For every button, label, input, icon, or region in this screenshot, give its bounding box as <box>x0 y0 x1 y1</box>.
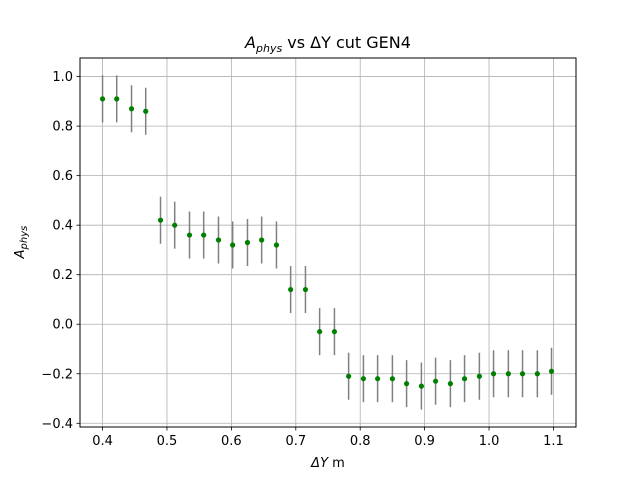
chart-title: Aphys vs ΔY cut GEN4 <box>244 33 411 55</box>
data-point <box>215 237 222 243</box>
data-point <box>447 381 453 387</box>
y-tick-label: −0.2 <box>41 367 73 382</box>
data-point <box>244 239 251 246</box>
chart-title-subscript: phys <box>255 42 282 55</box>
chart-title-rest: vs ΔY cut GEN4 <box>282 33 411 52</box>
data-point <box>534 371 540 377</box>
y-axis-title-subscript: phys <box>19 226 30 251</box>
data-point <box>346 373 352 379</box>
data-point <box>505 371 511 377</box>
data-point <box>418 383 425 389</box>
y-tick-label: 0.8 <box>52 120 73 135</box>
y-tick-label: 0.6 <box>52 169 73 184</box>
data-point <box>288 286 294 293</box>
x-axis-ticks: 0.4 0.5 0.6 0.7 0.8 0.9 1.0 1.1 <box>92 427 564 449</box>
data-point <box>157 217 164 223</box>
x-axis-title-rest: m <box>328 456 345 471</box>
data-point <box>128 106 135 112</box>
x-tick-label: 0.8 <box>350 434 371 449</box>
y-tick-label: −0.4 <box>41 417 73 432</box>
y-tick-label: 0.4 <box>52 219 73 234</box>
data-point <box>143 108 149 114</box>
data-point <box>317 329 323 335</box>
x-tick-label: 0.7 <box>285 434 306 449</box>
data-point <box>230 242 236 248</box>
x-tick-label: 1.0 <box>479 434 500 449</box>
x-tick-label: 0.6 <box>221 434 242 449</box>
y-axis-title-main: A <box>13 249 28 259</box>
data-point <box>201 232 207 238</box>
plot-frame <box>79 57 577 428</box>
x-tick-label: 0.5 <box>157 434 178 449</box>
data-point <box>360 376 367 382</box>
x-tick-label: 1.1 <box>543 434 564 449</box>
data-point <box>273 242 280 248</box>
x-axis-title-main: ΔY <box>310 456 329 471</box>
y-tick-label: 1.0 <box>52 70 73 85</box>
y-tick-label: 0.0 <box>52 318 73 333</box>
data-point <box>403 381 410 387</box>
data-point <box>302 286 309 293</box>
data-point <box>99 96 106 102</box>
data-point <box>389 376 396 382</box>
y-axis-title: Aphys <box>13 226 30 260</box>
data-point <box>114 96 120 102</box>
y-tick-label: 0.2 <box>52 268 73 283</box>
x-tick-label: 0.4 <box>92 434 113 449</box>
data-point <box>476 373 482 379</box>
data-point <box>186 232 193 238</box>
plot-area <box>80 58 576 427</box>
data-point <box>490 371 497 377</box>
point-layer <box>99 96 555 389</box>
chart-title-main: A <box>244 33 256 52</box>
data-point <box>331 329 338 335</box>
data-point <box>432 378 439 384</box>
data-point <box>461 376 468 382</box>
data-point <box>519 371 526 377</box>
data-point <box>375 376 381 382</box>
data-point <box>172 222 178 228</box>
x-tick-label: 0.9 <box>414 434 435 449</box>
data-point <box>259 237 265 243</box>
y-axis-ticks: −0.4 −0.2 0.0 0.2 0.4 0.6 0.8 1.0 <box>41 70 80 432</box>
x-axis-title: ΔY m <box>310 456 345 471</box>
data-point <box>548 368 555 374</box>
